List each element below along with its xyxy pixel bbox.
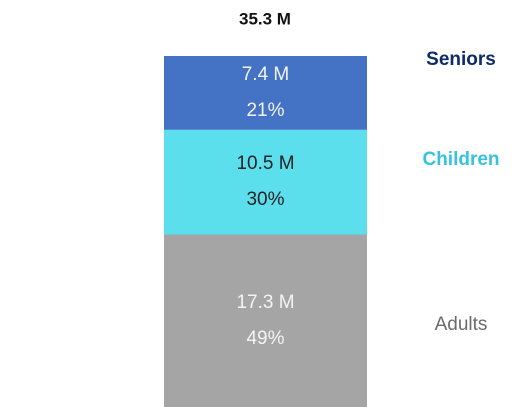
percent-label: 30%: [246, 189, 284, 210]
percent-label: 21%: [246, 100, 284, 121]
chart-title: 35.3 M: [239, 9, 291, 28]
value-label: 7.4 M: [242, 64, 290, 85]
value-label: 17.3 M: [236, 292, 294, 313]
legend-label: Adults: [435, 314, 488, 335]
bar-segment: [164, 56, 367, 130]
bar-segment: [164, 234, 367, 407]
legend-label: Children: [422, 149, 499, 170]
percent-label: 49%: [246, 328, 284, 349]
value-label: 10.5 M: [236, 153, 294, 174]
bar-segment: [164, 129, 367, 235]
legend-label: Seniors: [426, 49, 496, 70]
